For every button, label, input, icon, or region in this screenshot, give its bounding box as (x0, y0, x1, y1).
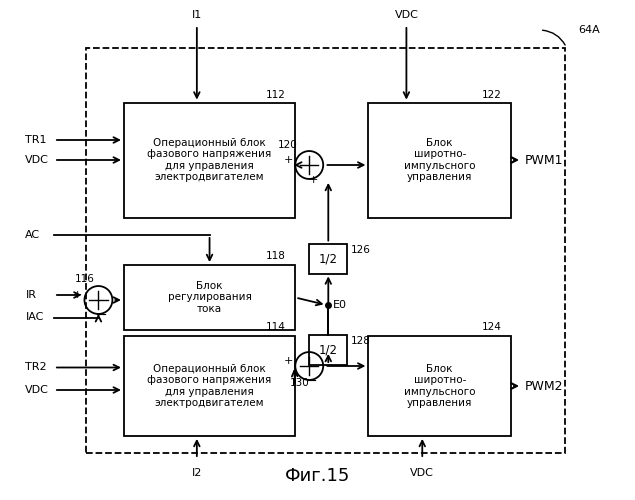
Text: TR1: TR1 (25, 135, 47, 145)
FancyBboxPatch shape (368, 102, 511, 218)
Text: 122: 122 (482, 90, 502, 100)
FancyBboxPatch shape (124, 336, 295, 436)
Text: Операционный блок
фазового напряжения
для управления
электродвигателем: Операционный блок фазового напряжения дл… (147, 364, 272, 408)
Text: VDC: VDC (25, 155, 50, 165)
Text: Блок
широтно-
импульсного
управления: Блок широтно- импульсного управления (404, 364, 476, 408)
Text: 120: 120 (277, 140, 297, 150)
Text: VDC: VDC (25, 385, 50, 395)
Text: AC: AC (25, 230, 41, 240)
Text: 114: 114 (266, 322, 286, 332)
Text: Фиг.15: Фиг.15 (285, 467, 350, 485)
Text: I1: I1 (192, 10, 202, 20)
FancyBboxPatch shape (368, 336, 511, 436)
Text: E0: E0 (333, 300, 347, 310)
Text: −: − (97, 308, 107, 322)
Text: 126: 126 (351, 245, 371, 255)
Text: Операционный блок
фазового напряжения
для управления
электродвигателем: Операционный блок фазового напряжения дл… (147, 138, 272, 182)
Text: +: + (309, 175, 318, 185)
Text: 124: 124 (482, 322, 502, 332)
Text: 116: 116 (75, 274, 95, 284)
Text: 112: 112 (266, 90, 286, 100)
Text: VDC: VDC (410, 468, 434, 477)
Text: PWM1: PWM1 (525, 154, 564, 166)
Text: 64A: 64A (578, 25, 599, 35)
Text: TR2: TR2 (25, 362, 47, 372)
Text: VDC: VDC (394, 10, 418, 20)
Text: 1/2: 1/2 (319, 252, 338, 265)
FancyBboxPatch shape (309, 335, 347, 365)
Text: I2: I2 (192, 468, 202, 477)
Text: IR: IR (25, 290, 36, 300)
Text: 1/2: 1/2 (319, 344, 338, 356)
Text: IAC: IAC (25, 312, 44, 322)
Text: Блок
широтно-
импульсного
управления: Блок широтно- импульсного управления (404, 138, 476, 182)
Text: Блок
регулирования
тока: Блок регулирования тока (168, 281, 251, 314)
Text: 128: 128 (351, 336, 371, 346)
Text: +: + (284, 155, 293, 165)
Text: +: + (284, 356, 293, 366)
Text: 130: 130 (290, 378, 310, 388)
Text: 118: 118 (266, 251, 286, 261)
Text: −: − (307, 374, 318, 388)
FancyBboxPatch shape (124, 265, 295, 330)
FancyBboxPatch shape (309, 244, 347, 274)
Text: PWM2: PWM2 (525, 380, 564, 392)
Text: +: + (73, 290, 82, 300)
FancyBboxPatch shape (124, 102, 295, 218)
